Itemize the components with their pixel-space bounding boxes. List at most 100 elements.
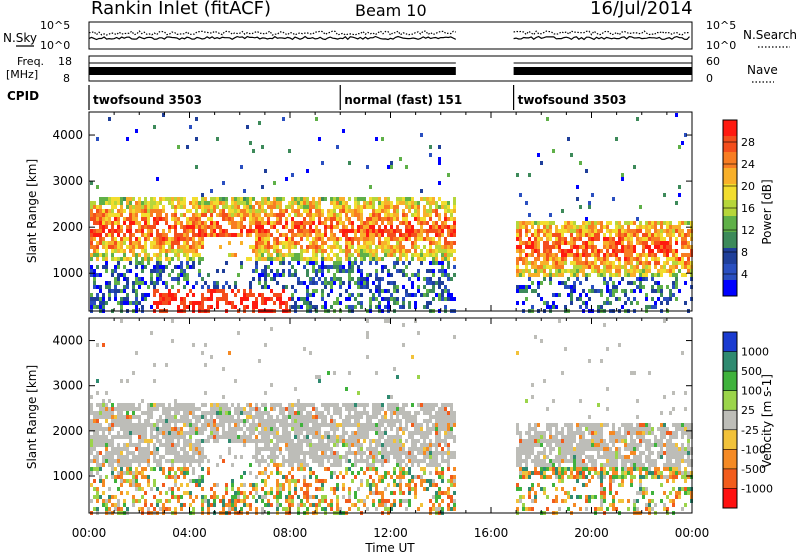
echo-cell [93, 201, 96, 205]
echo-cell [375, 403, 378, 407]
echo-cell [99, 427, 102, 431]
echo-cell [333, 411, 336, 415]
echo-cell [555, 305, 558, 309]
echo-cell [240, 265, 243, 269]
echo-cell [342, 439, 345, 443]
echo-cell [108, 197, 111, 201]
echo-cell [96, 221, 99, 225]
echo-cell [579, 293, 582, 297]
echo-cell [336, 439, 339, 443]
echo-cell [534, 273, 537, 277]
echo-cell [534, 289, 537, 293]
echo-cell [384, 209, 387, 213]
echo-cell [141, 487, 144, 491]
echo-cell [102, 415, 105, 419]
echo-cell [411, 463, 414, 467]
colorbar-segment [723, 120, 737, 137]
echo-cell [132, 455, 135, 459]
echo-cell [408, 431, 411, 435]
echo-cell [396, 403, 399, 407]
echo-cell [294, 257, 297, 261]
echo-cell [360, 277, 363, 281]
echo-cell [339, 237, 342, 241]
echo-cell [267, 411, 270, 415]
echo-cell [573, 289, 576, 293]
echo-cell [588, 233, 591, 237]
echo-cell [648, 233, 651, 237]
echo-cell [234, 305, 237, 309]
echo-cell [96, 443, 99, 447]
colorbar-segment [723, 280, 737, 297]
echo-cell [372, 297, 375, 301]
echo-cell [594, 225, 597, 229]
echo-cell [633, 289, 636, 293]
echo-cell [426, 281, 429, 285]
echo-cell [648, 261, 651, 265]
echo-cell [303, 225, 306, 229]
echo-cell [441, 249, 444, 253]
echo-cell [588, 237, 591, 241]
echo-cell [291, 403, 294, 407]
nave-bar [513, 67, 692, 75]
echo-cell [375, 297, 378, 301]
echo-cell [261, 297, 264, 301]
echo-cell [174, 455, 177, 459]
echo-cell [204, 297, 207, 301]
echo-cell [207, 209, 210, 213]
echo-cell [279, 257, 282, 261]
echo-cell [399, 423, 402, 427]
echo-cell [144, 237, 147, 241]
echo-cell [420, 249, 423, 253]
echo-cell [270, 431, 273, 435]
echo-cell [93, 487, 96, 491]
echo-cell [96, 265, 99, 269]
echo-cell [279, 435, 282, 439]
echo-cell [429, 289, 432, 293]
echo-cell [576, 269, 579, 273]
echo-cell [594, 237, 597, 241]
echo-cell [438, 213, 441, 217]
echo-cell [261, 245, 264, 249]
echo-cell [438, 225, 441, 229]
nsky-tick-bottom: 10^0 [40, 39, 70, 52]
echo-cell [684, 261, 687, 265]
echo-cell [117, 487, 120, 491]
echo-cell [93, 281, 96, 285]
echo-cell [264, 391, 267, 395]
echo-cell [330, 213, 333, 217]
echo-cell [393, 447, 396, 451]
echo-cell [321, 411, 324, 415]
echo-cell [90, 253, 93, 257]
echo-cell [600, 249, 603, 253]
echo-cell [294, 415, 297, 419]
echo-cell [636, 253, 639, 257]
echo-cell [126, 427, 129, 431]
echo-cell [675, 285, 678, 289]
echo-cell [93, 217, 96, 221]
echo-cell [177, 487, 180, 491]
echo-cell [231, 499, 234, 503]
echo-cell [363, 431, 366, 435]
echo-cell [567, 229, 570, 233]
freq-label: Freq. [17, 55, 44, 68]
echo-cell [150, 281, 153, 285]
echo-cell [600, 305, 603, 309]
echo-cell [645, 245, 648, 249]
colorbar-tick-label: 24 [741, 158, 755, 171]
echo-cell [567, 293, 570, 297]
echo-cell [243, 213, 246, 217]
echo-cell [150, 415, 153, 419]
echo-cell [210, 221, 213, 225]
echo-cell [123, 431, 126, 435]
echo-cell [369, 297, 372, 301]
echo-cell [357, 451, 360, 455]
echo-cell [213, 197, 216, 201]
echo-cell [120, 205, 123, 209]
echo-cell [111, 225, 114, 229]
echo-cell [360, 245, 363, 249]
echo-cell [177, 499, 180, 503]
echo-cell [396, 443, 399, 447]
echo-cell [198, 415, 201, 419]
echo-cell [603, 281, 606, 285]
echo-cell [180, 407, 183, 411]
